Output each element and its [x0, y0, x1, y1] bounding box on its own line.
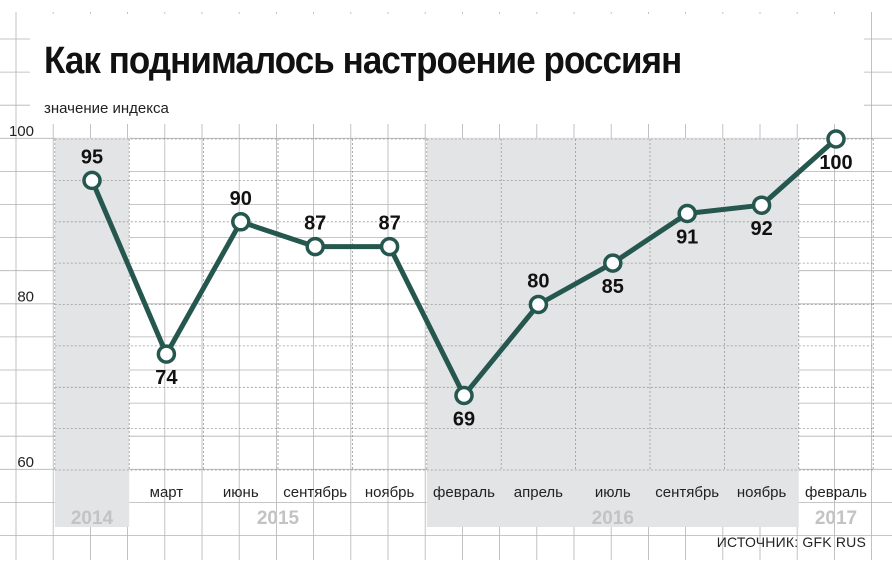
- y-axis-label: значение индекса: [44, 100, 169, 117]
- x-tick-label: февраль: [805, 484, 867, 501]
- chart-title: Как поднималось настроение россиян: [44, 40, 682, 82]
- x-tick-label: июль: [595, 484, 631, 501]
- x-tick-label: февраль: [433, 484, 495, 501]
- x-tick-label: сентябрь: [655, 484, 719, 501]
- data-label: 74: [155, 367, 178, 389]
- x-tick-label: сентябрь: [283, 484, 347, 501]
- year-label: 2016: [592, 508, 634, 529]
- year-label: 2014: [71, 508, 114, 529]
- year-band: [426, 138, 799, 527]
- data-point: [826, 129, 846, 149]
- plot-dividers: [54, 138, 874, 471]
- data-points: 95 74 90 87 87 69 80 85 91 92 100: [81, 129, 853, 431]
- year-label: 2015: [257, 508, 300, 529]
- data-point: [231, 212, 251, 232]
- data-point: [156, 344, 177, 364]
- data-point: [677, 203, 697, 224]
- x-axis: март июнь сентябрь ноябрь февраль апрель июль с…: [150, 484, 868, 501]
- data-label: 87: [304, 213, 326, 235]
- title-background: [30, 14, 864, 124]
- data-label: 100: [819, 152, 852, 174]
- year-labels: 2014 2015 2016 2017: [71, 508, 857, 529]
- data-point: [454, 385, 474, 406]
- x-tick-label: апрель: [514, 484, 563, 501]
- data-label: 91: [676, 227, 698, 249]
- x-tick-label: ноябрь: [365, 484, 415, 501]
- year-band: [54, 138, 130, 527]
- data-point: [379, 236, 400, 257]
- data-label: 87: [378, 213, 400, 235]
- y-axis: 60 80 100: [9, 123, 34, 471]
- x-tick-label: ноябрь: [737, 484, 787, 501]
- data-label: 69: [453, 409, 475, 431]
- data-label: 95: [81, 146, 103, 168]
- data-label: 92: [750, 218, 772, 240]
- y-tick-label: 80: [17, 289, 34, 306]
- data-point: [751, 195, 772, 215]
- data-label: 85: [602, 276, 624, 298]
- data-point: [305, 236, 325, 257]
- x-tick-label: март: [150, 484, 184, 501]
- data-point: [603, 253, 623, 273]
- year-bands: [54, 138, 799, 527]
- source-note: ИСТОЧНИК: GFK RUS: [716, 534, 866, 550]
- data-point: [528, 294, 549, 315]
- y-tick-label: 60: [17, 454, 34, 471]
- data-label: 90: [230, 188, 252, 210]
- y-tick-label: 100: [9, 123, 34, 140]
- data-point: [82, 170, 102, 191]
- x-tick-label: июнь: [223, 484, 259, 501]
- data-label: 80: [527, 271, 549, 293]
- year-label: 2017: [815, 508, 857, 529]
